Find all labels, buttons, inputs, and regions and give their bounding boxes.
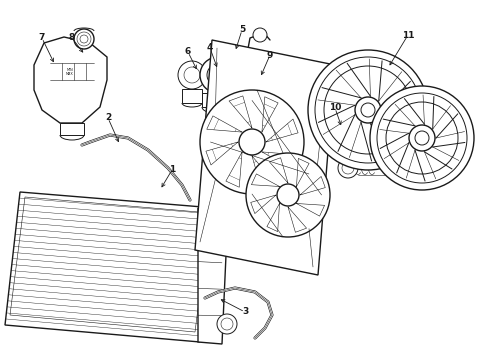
Circle shape xyxy=(178,61,206,89)
Circle shape xyxy=(200,90,304,194)
Text: 9: 9 xyxy=(267,50,273,59)
Circle shape xyxy=(318,122,338,142)
Text: 2: 2 xyxy=(105,113,111,122)
Polygon shape xyxy=(5,192,215,342)
Text: 5: 5 xyxy=(239,26,245,35)
Circle shape xyxy=(409,125,435,151)
Circle shape xyxy=(246,153,330,237)
Text: 4: 4 xyxy=(207,44,213,53)
Circle shape xyxy=(355,97,381,123)
Circle shape xyxy=(253,28,267,42)
Text: 1: 1 xyxy=(169,166,175,175)
Circle shape xyxy=(239,129,265,155)
Circle shape xyxy=(277,184,299,206)
Polygon shape xyxy=(195,40,335,275)
Text: 7: 7 xyxy=(39,33,45,42)
Polygon shape xyxy=(34,37,107,123)
Text: MIN
MAX: MIN MAX xyxy=(66,68,74,76)
Text: 8: 8 xyxy=(69,33,75,42)
Circle shape xyxy=(370,86,474,190)
Circle shape xyxy=(308,50,428,170)
Circle shape xyxy=(74,29,94,49)
Polygon shape xyxy=(182,89,202,103)
Circle shape xyxy=(217,220,237,240)
Text: 3: 3 xyxy=(242,307,248,316)
Ellipse shape xyxy=(223,53,261,84)
Text: 6: 6 xyxy=(185,48,191,57)
Polygon shape xyxy=(198,208,227,344)
Polygon shape xyxy=(202,93,238,107)
Circle shape xyxy=(217,314,237,334)
Circle shape xyxy=(338,158,358,178)
Circle shape xyxy=(200,57,236,93)
Text: 11: 11 xyxy=(402,31,414,40)
Polygon shape xyxy=(60,123,84,135)
Text: 10: 10 xyxy=(329,104,341,112)
